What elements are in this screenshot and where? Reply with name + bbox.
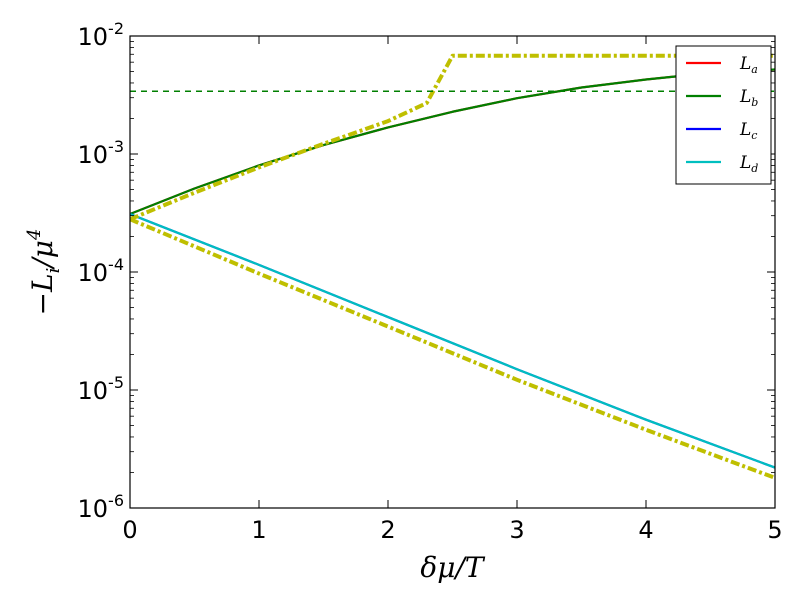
y-tick-label: 10-6 — [78, 491, 125, 523]
legend-label-l-a: La — [739, 54, 758, 76]
y-tick-label: 10-4 — [78, 255, 125, 287]
x-tick-label: 3 — [509, 516, 524, 544]
legend: La Lb Lc Ld — [675, 45, 772, 185]
series-line-l-d — [130, 212, 775, 469]
x-tick-label: 2 — [380, 516, 395, 544]
y-axis-title-slash: /μ — [26, 240, 59, 271]
series-group — [130, 53, 775, 480]
y-axis-title-sup: 4 — [24, 229, 45, 241]
y-tick-label: 10-5 — [78, 373, 125, 405]
y-axis-title-sub: i — [43, 268, 64, 274]
plot-lines — [130, 53, 775, 480]
x-tick-label: 5 — [767, 516, 782, 544]
legend-label-l-b: Lb — [739, 87, 758, 109]
y-axis-title-group: −Li/μ4 — [24, 229, 64, 316]
x-tick-label: 0 — [122, 516, 137, 544]
y-axis-title: −Li/μ4 — [24, 229, 64, 316]
x-tick-label: 4 — [638, 516, 653, 544]
axis-ticks — [129, 35, 776, 509]
tick-labels: 0 1 2 3 4 5 10-6 10-5 10-4 10-3 10-2 — [78, 19, 783, 544]
y-axis-title-base: L — [26, 273, 59, 293]
y-tick-label: 10-3 — [78, 137, 125, 169]
series-line-reference-5 — [130, 217, 775, 480]
series-line-l-b — [130, 68, 775, 216]
legend-label-l-d: Ld — [739, 153, 758, 175]
y-tick-label: 10-2 — [78, 19, 125, 51]
legend-label-l-c: Lc — [739, 120, 757, 142]
y-axis-title-minus: − — [26, 292, 59, 315]
x-axis-title: δμ/T — [420, 551, 485, 584]
x-tick-label: 1 — [251, 516, 266, 544]
series-line-reference-4 — [130, 53, 775, 222]
